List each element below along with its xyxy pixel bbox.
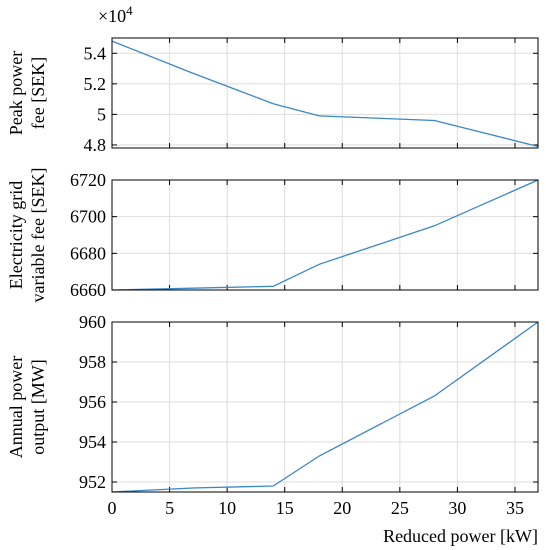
x-tick-label: 20 — [333, 498, 351, 518]
y-tick-label: 6660 — [70, 280, 106, 300]
y-tick-label: 6720 — [70, 170, 106, 190]
panel-3: 952 954 956 958 960 Annual power output [MW] 0 5… — [6, 312, 539, 546]
y-tick-label: 960 — [79, 312, 106, 332]
y-axis-label-line: Peak power — [6, 51, 26, 135]
y-tick-label: 4.8 — [84, 135, 107, 155]
panel-1: 4.8 5 5.2 5.4 Peak power fee [SEK] ×104 — [6, 3, 539, 155]
y-tick-label: 6700 — [70, 207, 106, 227]
y-multiplier-exponent: 4 — [126, 3, 133, 18]
y-multiplier: ×104 — [98, 3, 133, 26]
y-tick-label: 956 — [79, 392, 106, 412]
x-axis-label: Reduced power [kW] — [383, 526, 538, 546]
panel-2: 6660 6680 6700 6720 Electricity grid variable… — [6, 168, 539, 303]
x-tick-label: 10 — [218, 498, 236, 518]
y-tick-label: 5.2 — [84, 74, 107, 94]
y-tick-label: 5.4 — [84, 43, 107, 63]
series-line — [111, 179, 539, 291]
y-axis-label: Peak power fee [SEK] — [6, 51, 48, 135]
series-line — [111, 321, 539, 493]
x-tick-label: 25 — [391, 498, 409, 518]
x-tick-label: 35 — [506, 498, 524, 518]
axes-frame — [111, 37, 539, 149]
y-tick-label: 952 — [79, 472, 106, 492]
x-tick-label: 5 — [165, 498, 174, 518]
y-axis-label: Electricity grid variable fee [SEK] — [6, 168, 48, 303]
x-tick-label: 30 — [448, 498, 466, 518]
y-axis-label-line: Annual power — [6, 356, 26, 458]
x-tick-label: 15 — [276, 498, 294, 518]
y-axis-label-line: Electricity grid — [6, 181, 26, 289]
axes-frame — [111, 321, 539, 493]
y-axis-label-line: variable fee [SEK] — [28, 168, 48, 303]
y-tick-label: 954 — [79, 432, 106, 452]
series-line — [111, 40, 539, 148]
y-axis-label-line: fee [SEK] — [28, 57, 48, 129]
axes-frame — [111, 179, 539, 291]
y-tick-label: 5 — [97, 104, 106, 124]
y-tick-label: 6680 — [70, 243, 106, 263]
x-tick-label: 0 — [108, 498, 117, 518]
y-axis-label: Annual power output [MW] — [6, 356, 48, 458]
y-tick-label: 958 — [79, 352, 106, 372]
y-axis-label-line: output [MW] — [28, 359, 48, 454]
